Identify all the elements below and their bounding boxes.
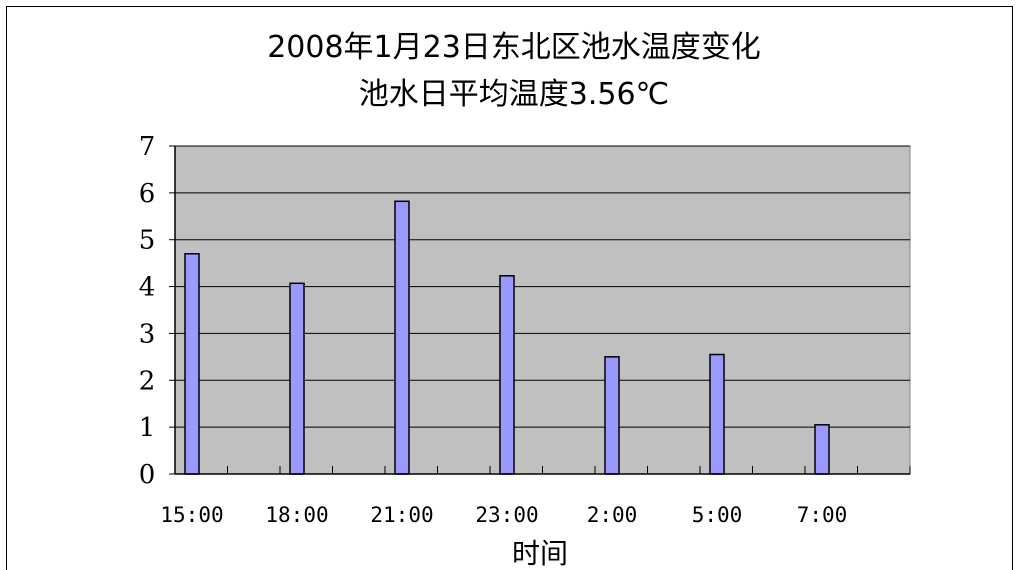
y-tick-label: 6 <box>139 179 156 209</box>
x-tick-label: 18:00 <box>265 503 328 527</box>
y-tick-label: 5 <box>139 226 156 256</box>
bar <box>394 200 410 475</box>
bar <box>499 275 515 475</box>
x-tick-labels: 15:00 18:00 21:00 23:00 2:00 5:00 7:00 <box>160 503 847 527</box>
bar <box>289 282 305 475</box>
x-tick-label: 2:00 <box>587 503 638 527</box>
x-tick-label: 23:00 <box>475 503 538 527</box>
y-tick-label: 3 <box>139 319 156 349</box>
x-tick-label: 5:00 <box>692 503 743 527</box>
y-tick-label: 7 <box>139 132 156 162</box>
y-tick-label: 4 <box>139 273 156 303</box>
axes <box>169 145 911 475</box>
chart-title: 2008年1月23日东北区池水温度变化 <box>267 30 761 65</box>
plot-area <box>174 145 911 475</box>
x-tick-label: 15:00 <box>160 503 223 527</box>
y-tick-label: 0 <box>139 460 156 490</box>
x-tick-label: 21:00 <box>370 503 433 527</box>
bar <box>814 424 830 475</box>
y-tick-label: 2 <box>139 366 156 396</box>
chart-subtitle: 池水日平均温度3.56℃ <box>359 77 670 112</box>
x-tick-label: 7:00 <box>797 503 848 527</box>
bar <box>709 353 725 475</box>
bar <box>604 356 620 475</box>
y-tick-label: 1 <box>139 413 156 443</box>
y-tick-labels: 0 1 2 3 4 5 6 7 <box>139 132 156 490</box>
bar <box>184 253 200 475</box>
x-axis-label: 时间 <box>512 537 568 570</box>
